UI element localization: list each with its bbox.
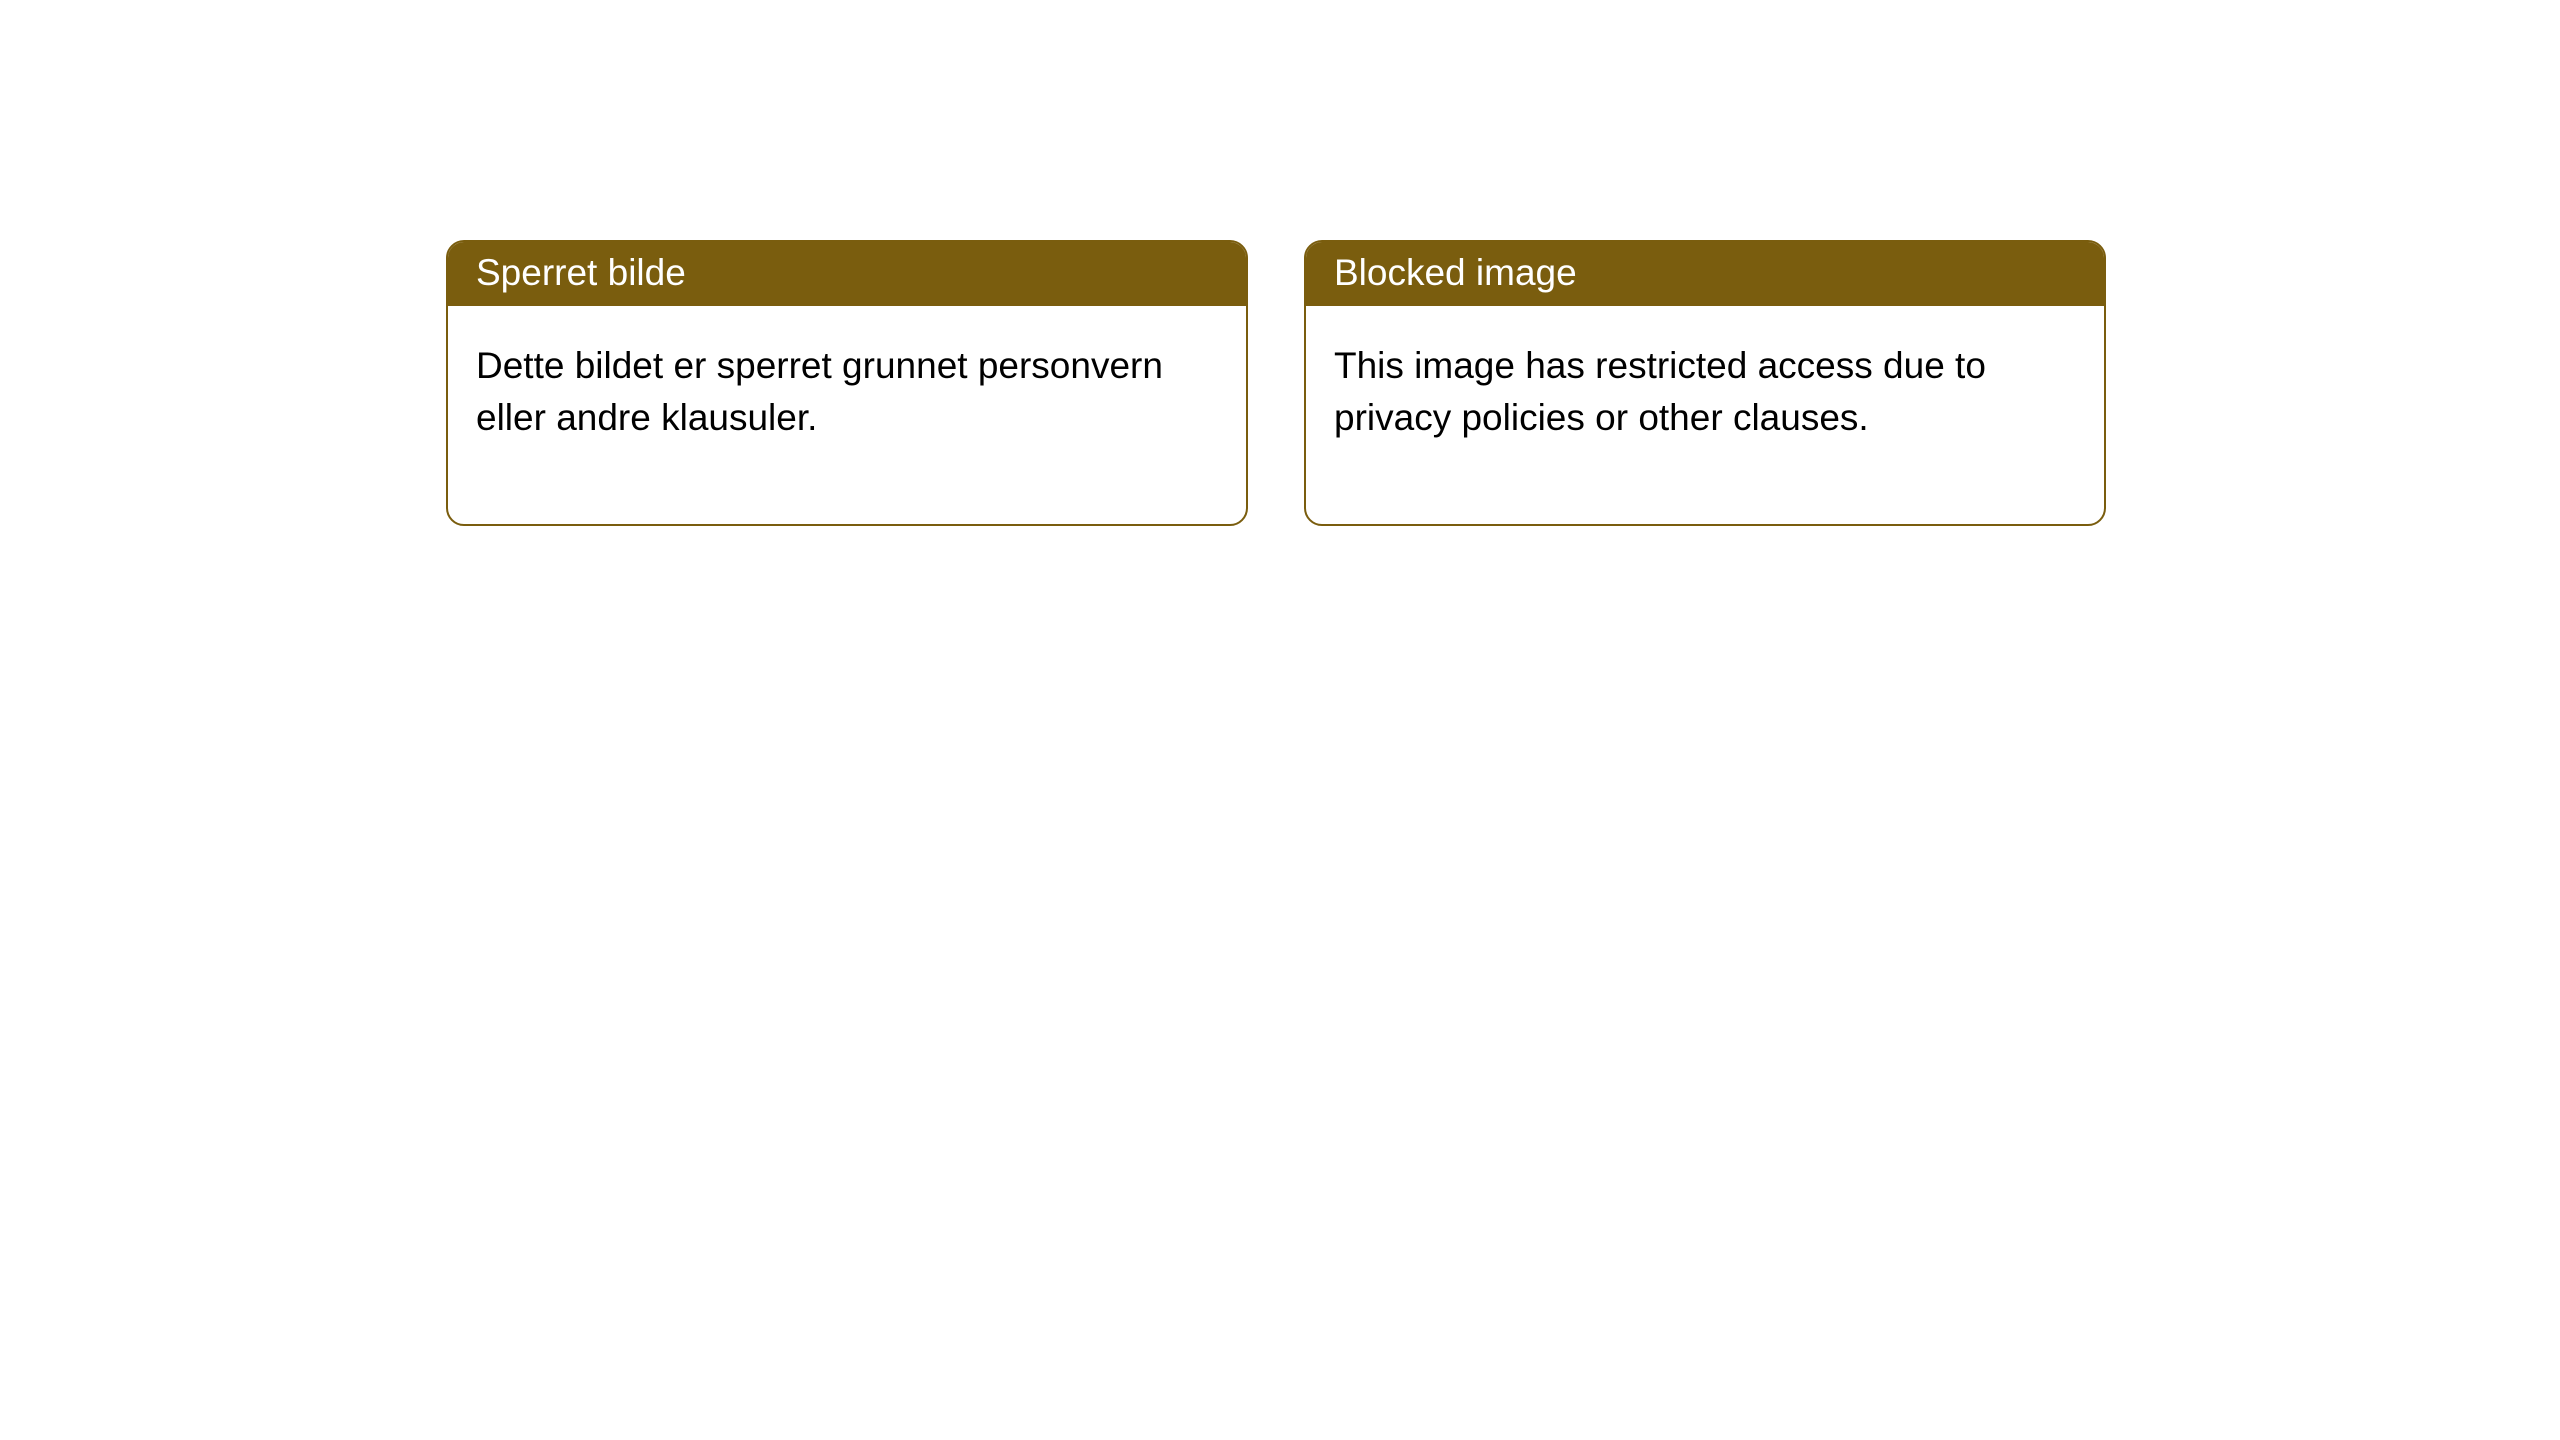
notice-body: Dette bildet er sperret grunnet personve… bbox=[448, 306, 1246, 524]
notice-card-norwegian: Sperret bilde Dette bildet er sperret gr… bbox=[446, 240, 1248, 526]
notice-card-english: Blocked image This image has restricted … bbox=[1304, 240, 2106, 526]
notice-container: Sperret bilde Dette bildet er sperret gr… bbox=[0, 0, 2560, 526]
notice-body: This image has restricted access due to … bbox=[1306, 306, 2104, 524]
notice-title: Sperret bilde bbox=[448, 242, 1246, 306]
notice-title: Blocked image bbox=[1306, 242, 2104, 306]
